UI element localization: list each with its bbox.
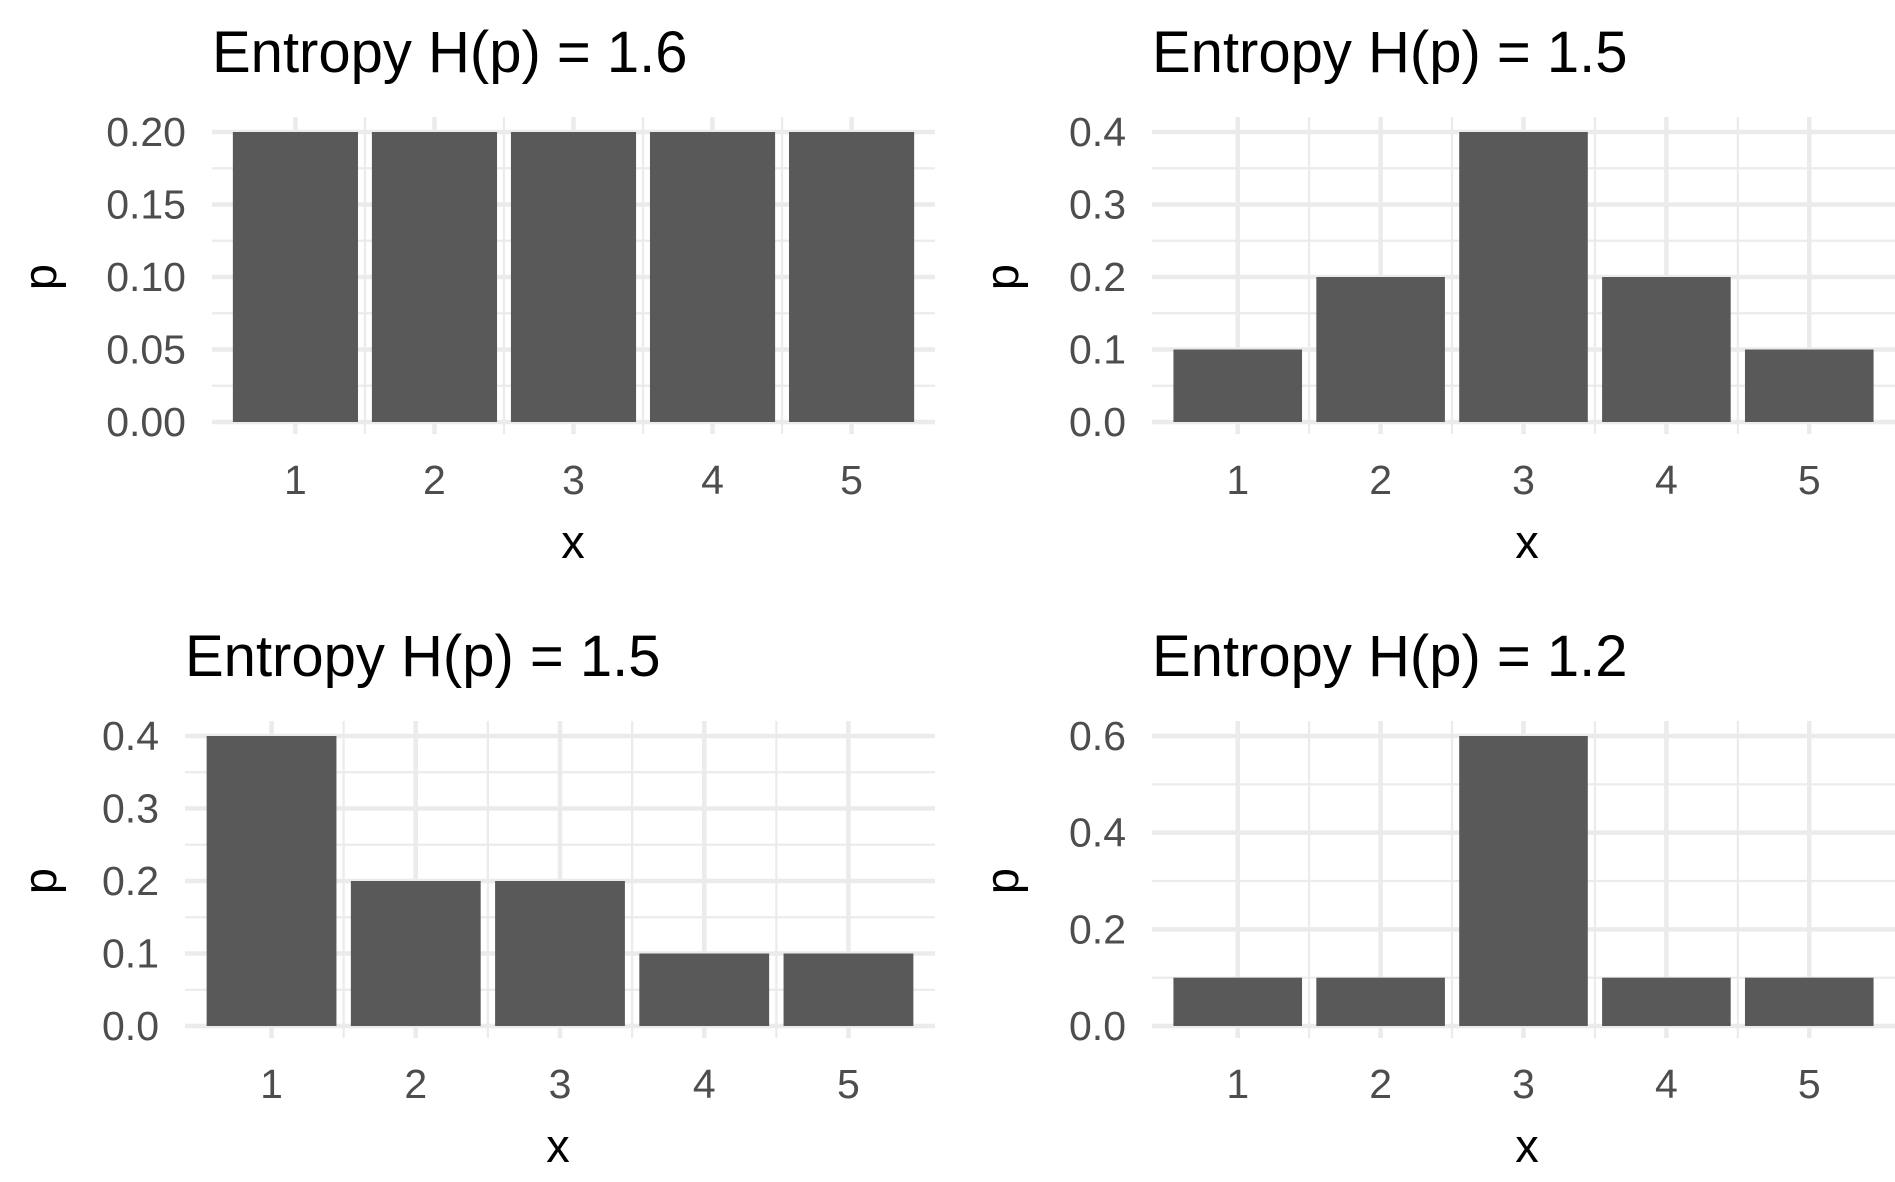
y-tick-label: 0.4 bbox=[1069, 109, 1126, 155]
chart-panel-2: 0.0 0.1 0.2 0.3 0.4 1 2 3 4 5 Entropy H(p) = 1.5 x p bbox=[975, 20, 1895, 568]
x-tick-label: 3 bbox=[1512, 1061, 1535, 1107]
panel-title: Entropy H(p) = 1.5 bbox=[1152, 20, 1628, 85]
x-tick-label: 4 bbox=[693, 1061, 716, 1107]
x-tick-label: 1 bbox=[1226, 457, 1249, 503]
bar-2 bbox=[350, 881, 481, 1026]
panel-title: Entropy H(p) = 1.5 bbox=[185, 624, 661, 689]
bar-3 bbox=[510, 132, 637, 422]
y-tick-label: 0.2 bbox=[102, 858, 159, 904]
y-tick-label: 0.0 bbox=[1069, 1003, 1126, 1049]
y-axis-label: p bbox=[13, 264, 66, 290]
y-axis-label: p bbox=[975, 264, 1028, 290]
bar-2 bbox=[371, 132, 498, 422]
x-tick-label: 4 bbox=[1655, 457, 1678, 503]
x-tick-label: 2 bbox=[1369, 1061, 1392, 1107]
bar-1 bbox=[1173, 977, 1303, 1026]
y-tick-label: 0.2 bbox=[1069, 254, 1126, 300]
x-tick-label: 5 bbox=[837, 1061, 860, 1107]
bar-5 bbox=[1744, 977, 1874, 1026]
y-tick-label: 0.05 bbox=[106, 327, 186, 373]
y-tick-label: 0.2 bbox=[1069, 906, 1126, 952]
bar-3 bbox=[495, 881, 625, 1026]
bar-2 bbox=[1316, 277, 1445, 422]
bar-5 bbox=[783, 953, 914, 1026]
bar-1 bbox=[206, 736, 337, 1026]
y-tick-label: 0.00 bbox=[106, 399, 186, 445]
y-tick-label: 0.10 bbox=[106, 254, 186, 300]
y-tick-label: 0.15 bbox=[106, 182, 186, 228]
x-tick-label: 5 bbox=[1798, 457, 1821, 503]
bar-3 bbox=[1459, 736, 1588, 1026]
bar-4 bbox=[649, 132, 776, 422]
y-tick-label: 0.4 bbox=[102, 713, 159, 759]
x-tick-label: 5 bbox=[1798, 1061, 1821, 1107]
bar-4 bbox=[1602, 977, 1731, 1026]
chart-panel-4: 0.0 0.2 0.4 0.6 1 2 3 4 5 Entropy H(p) = 1.2 x p bbox=[975, 624, 1895, 1172]
y-tick-label: 0.20 bbox=[106, 109, 186, 155]
x-tick-label: 1 bbox=[260, 1061, 283, 1107]
x-tick-label: 4 bbox=[1655, 1061, 1678, 1107]
bar-5 bbox=[789, 132, 915, 422]
x-axis-label: x bbox=[1515, 515, 1539, 568]
x-tick-label: 1 bbox=[284, 457, 307, 503]
y-tick-label: 0.0 bbox=[102, 1003, 159, 1049]
x-tick-label: 4 bbox=[701, 457, 724, 503]
y-tick-label: 0.0 bbox=[1069, 399, 1126, 445]
x-tick-label: 2 bbox=[1369, 457, 1392, 503]
x-axis-label: x bbox=[561, 515, 585, 568]
bar-2 bbox=[1316, 977, 1445, 1026]
y-axis-label: p bbox=[13, 868, 66, 894]
x-tick-label: 5 bbox=[840, 457, 863, 503]
x-tick-label: 3 bbox=[549, 1061, 572, 1107]
y-tick-label: 0.3 bbox=[102, 786, 159, 832]
chart-panel-3: 0.0 0.1 0.2 0.3 0.4 1 2 3 4 5 Entropy H(p) = 1.5 x p bbox=[13, 624, 935, 1172]
x-axis-label: x bbox=[1515, 1119, 1539, 1172]
x-tick-label: 2 bbox=[404, 1061, 427, 1107]
x-tick-label: 3 bbox=[562, 457, 585, 503]
bar-5 bbox=[1744, 349, 1874, 422]
bar-4 bbox=[639, 953, 770, 1026]
y-tick-label: 0.4 bbox=[1069, 810, 1126, 856]
x-tick-label: 3 bbox=[1512, 457, 1535, 503]
panel-title: Entropy H(p) = 1.2 bbox=[1152, 624, 1628, 689]
x-tick-label: 1 bbox=[1226, 1061, 1249, 1107]
y-tick-label: 0.1 bbox=[102, 931, 159, 977]
x-tick-label: 2 bbox=[423, 457, 446, 503]
bar-4 bbox=[1602, 277, 1731, 422]
panel-title: Entropy H(p) = 1.6 bbox=[212, 20, 688, 85]
y-tick-label: 0.6 bbox=[1069, 713, 1126, 759]
y-axis-label: p bbox=[975, 868, 1028, 894]
chart-panel-1: 0.00 0.05 0.10 0.15 0.20 1 2 3 4 5 Entropy H(p) = … bbox=[13, 20, 935, 568]
y-tick-label: 0.3 bbox=[1069, 182, 1126, 228]
bar-1 bbox=[1173, 349, 1303, 422]
x-axis-label: x bbox=[546, 1119, 570, 1172]
bar-3 bbox=[1459, 132, 1588, 422]
bar-1 bbox=[232, 132, 358, 422]
y-tick-label: 0.1 bbox=[1069, 327, 1126, 373]
